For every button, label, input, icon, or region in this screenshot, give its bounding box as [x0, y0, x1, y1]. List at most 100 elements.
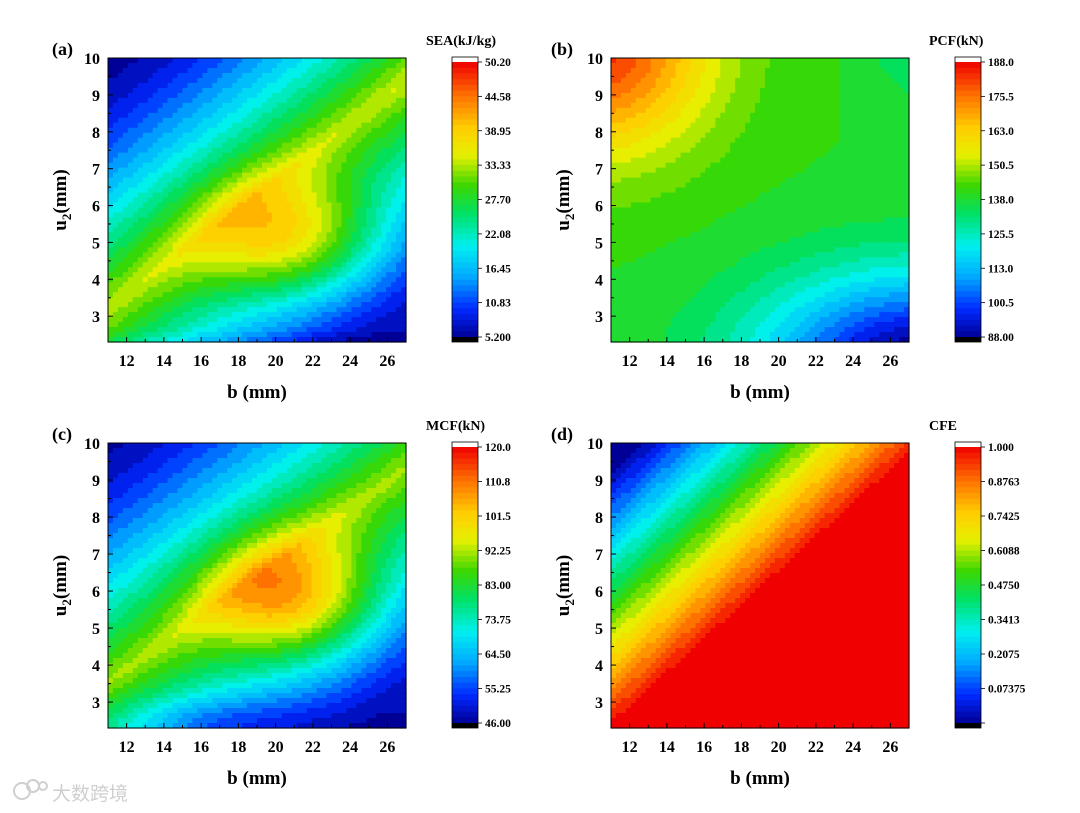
contour-cell [192, 168, 198, 174]
contour-cell [356, 93, 362, 99]
contour-cell [671, 73, 677, 79]
contour-cell [143, 173, 149, 179]
contour-cell [123, 217, 129, 223]
contour-cell [202, 193, 208, 199]
contour-cell [700, 63, 706, 69]
contour-cell [332, 282, 338, 288]
contour-cell [710, 188, 716, 194]
contour-cell [183, 227, 189, 233]
contour-cell [163, 242, 169, 248]
contour-cell [153, 168, 159, 174]
contour-cell [192, 158, 198, 164]
contour-cell [327, 267, 333, 273]
contour-cell [183, 168, 189, 174]
contour-cell [715, 158, 721, 164]
contour-cell [272, 292, 278, 298]
contour-cell [297, 133, 303, 139]
contour-cell [158, 222, 164, 228]
contour-cell [611, 312, 617, 318]
contour-cell [287, 282, 293, 288]
contour-cell [636, 307, 642, 313]
contour-cell [676, 322, 682, 328]
contour-cell [158, 98, 164, 104]
contour-cell [631, 178, 637, 184]
contour-cell [252, 73, 258, 79]
contour-cell [212, 222, 218, 228]
contour-cell [257, 267, 263, 273]
contour-cell [242, 212, 248, 218]
contour-cell [212, 202, 218, 208]
contour-cell [217, 73, 223, 79]
contour-cell [336, 272, 342, 278]
contour-cell [307, 262, 313, 268]
contour-cell [725, 113, 731, 119]
contour-cell [168, 103, 174, 109]
contour-cell [302, 143, 308, 149]
contour-cell [262, 272, 268, 278]
contour-cell [153, 217, 159, 223]
contour-cell [735, 103, 741, 109]
contour-cell [346, 222, 352, 228]
contour-cell [282, 163, 288, 169]
contour-cell [361, 118, 367, 124]
contour-cell [237, 327, 243, 333]
contour-cell [676, 138, 682, 144]
contour-cell [277, 262, 283, 268]
contour-cell [232, 153, 238, 159]
contour-cell [317, 188, 323, 194]
contour-cell [187, 287, 193, 293]
contour-cell [148, 198, 154, 204]
contour-cell [391, 277, 397, 283]
contour-cell [227, 168, 233, 174]
contour-cell [366, 272, 372, 278]
contour-cell [247, 183, 253, 189]
contour-cell [725, 78, 731, 84]
contour-cell [676, 173, 682, 179]
contour-cell [730, 302, 736, 308]
contour-cell [710, 88, 716, 94]
contour-cell [143, 272, 149, 278]
contour-cell [391, 207, 397, 213]
contour-cell [641, 252, 647, 258]
contour-cell [695, 277, 701, 283]
contour-cell [631, 232, 637, 238]
contour-cell [710, 163, 716, 169]
contour-cell [361, 212, 367, 218]
contour-cell [366, 312, 372, 318]
contour-cell [730, 242, 736, 248]
contour-cell [705, 148, 711, 154]
contour-cell [641, 188, 647, 194]
contour-cell [661, 267, 667, 273]
contour-cell [292, 237, 298, 243]
contour-cell [695, 143, 701, 149]
contour-cell [133, 153, 139, 159]
contour-cell [222, 317, 228, 323]
contour-cell [720, 183, 726, 189]
contour-cell [661, 63, 667, 69]
contour-cell [262, 202, 268, 208]
contour-cell [192, 292, 198, 298]
contour-cell [376, 297, 382, 303]
contour-cell [381, 262, 387, 268]
contour-cell [307, 113, 313, 119]
contour-cell [346, 168, 352, 174]
contour-cell [666, 88, 672, 94]
contour-cell [336, 217, 342, 223]
contour-cell [212, 217, 218, 223]
contour-cell [651, 83, 657, 89]
contour-cell [695, 322, 701, 328]
contour-cell [118, 133, 124, 139]
contour-cell [118, 217, 124, 223]
contour-cell [297, 267, 303, 273]
contour-cell [148, 292, 154, 298]
contour-cell [332, 178, 338, 184]
contour-cell [138, 302, 144, 308]
contour-cell [616, 103, 622, 109]
contour-cell [148, 227, 154, 233]
contour-cell [257, 153, 263, 159]
contour-cell [168, 287, 174, 293]
contour-cell [646, 202, 652, 208]
contour-cell [351, 322, 357, 328]
contour-cell [690, 83, 696, 89]
contour-cell [252, 58, 258, 64]
